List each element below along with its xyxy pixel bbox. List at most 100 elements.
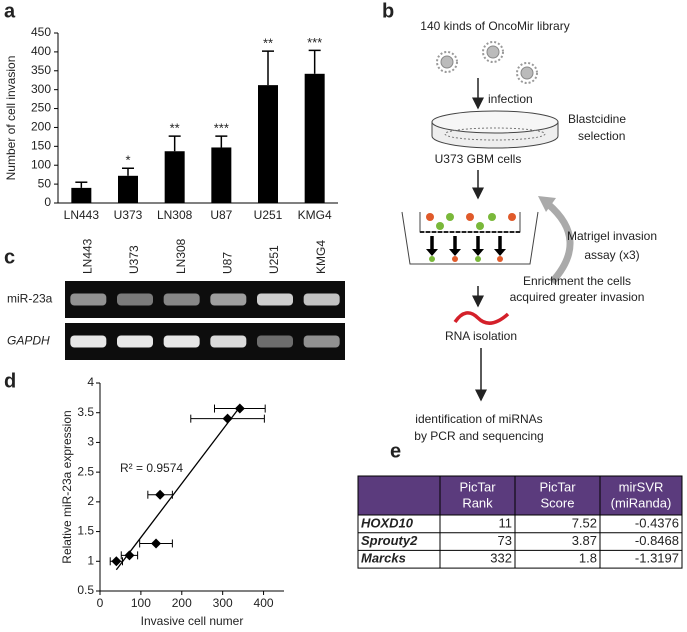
gel-band <box>117 293 153 306</box>
bar <box>211 147 232 203</box>
step-text: RNA isolation <box>445 329 517 343</box>
table-cell: -0.4376 <box>635 515 679 530</box>
x-tick-label: 200 <box>172 596 192 610</box>
dish <box>431 110 559 149</box>
x-tick-label: LN443 <box>64 208 100 222</box>
table-border <box>357 475 683 569</box>
panel-label: b <box>382 0 394 22</box>
row-label: GAPDH <box>7 334 50 348</box>
y-tick-label: 3 <box>87 435 94 449</box>
panel-label: e <box>390 440 401 462</box>
table-header: mirSVR <box>619 479 664 494</box>
lane-label: U251 <box>267 245 281 274</box>
y-tick-label: 0 <box>44 195 51 209</box>
y-axis-label: Relative miR-23a expression <box>60 410 74 563</box>
significance: ** <box>170 121 180 136</box>
bar <box>258 85 278 203</box>
table-cell: 7.52 <box>572 515 597 530</box>
error-bar <box>168 135 181 152</box>
y-tick-label: 3.5 <box>77 405 94 419</box>
significance: * <box>125 153 130 168</box>
table-header: Rank <box>462 495 493 510</box>
gel-band <box>210 293 247 306</box>
step-text: by PCR and sequencing <box>414 429 543 443</box>
table-header-bg <box>358 476 682 515</box>
y-tick-label: 200 <box>31 120 51 134</box>
table-cell: 11 <box>499 515 513 530</box>
step-text: acquired greater invasion <box>510 290 645 304</box>
x-tick-label: U87 <box>210 208 232 222</box>
table-header: Score <box>541 495 575 510</box>
panel-label: a <box>4 0 16 22</box>
x-axis-label: Invasive cell numer <box>141 614 244 628</box>
y-tick-label: 400 <box>31 44 51 58</box>
step-text: Enrichment the cells <box>523 274 631 288</box>
error-bar <box>122 167 134 176</box>
table-row-label: HOXD10 <box>361 515 414 530</box>
significance: ** <box>263 36 273 51</box>
diagram: 140 kinds of OncoMir library infection B… <box>401 19 657 443</box>
panel-label: d <box>4 370 16 392</box>
y-tick-label: 2 <box>87 494 94 508</box>
bar <box>304 73 325 203</box>
table-cell: 1.8 <box>579 551 597 566</box>
x-tick-label: KMG4 <box>298 208 332 222</box>
point <box>222 413 233 424</box>
gel-band <box>303 335 340 348</box>
bar <box>118 175 138 203</box>
significance: *** <box>214 121 229 136</box>
gel-band <box>257 335 293 348</box>
table-header: (miRanda) <box>611 495 672 510</box>
table-header: PicTar <box>539 479 576 494</box>
step-text: assay (x3) <box>584 248 639 262</box>
annotation: R² = 0.9574 <box>120 461 183 475</box>
transwell <box>401 211 539 265</box>
lane-label: U373 <box>127 245 141 274</box>
table-cell: -0.8468 <box>635 533 679 548</box>
bar <box>71 187 92 203</box>
gel-band <box>70 335 107 348</box>
point <box>111 556 122 567</box>
table-row-label: Marcks <box>361 551 406 566</box>
gel-band <box>163 293 200 306</box>
point <box>155 489 166 500</box>
gel-band <box>210 335 247 348</box>
gel-band <box>257 293 293 306</box>
step-text: 140 kinds of OncoMir library <box>420 19 569 33</box>
y-tick-label: 350 <box>31 63 51 77</box>
step-text: identification of miRNAs <box>415 412 542 426</box>
y-axis-label: Number of cell invasion <box>4 56 18 181</box>
bar <box>164 151 185 203</box>
y-tick-label: 300 <box>31 82 51 96</box>
x-tick-label: 300 <box>213 596 233 610</box>
y-tick-label: 450 <box>31 25 51 39</box>
rna-squiggle <box>453 311 510 325</box>
table-header: PicTar <box>459 479 496 494</box>
y-tick-label: 2.5 <box>77 464 94 478</box>
cycle-arrowhead <box>538 196 556 212</box>
table-cell: 73 <box>498 533 512 548</box>
virus-icons <box>436 41 538 84</box>
lane-label: KMG4 <box>314 240 328 274</box>
table-row-label: Sprouty2 <box>361 533 418 548</box>
y-tick-label: 100 <box>31 157 51 171</box>
step-text: Blastcidine <box>568 112 626 126</box>
lane-label: U87 <box>221 252 235 274</box>
lane-label: LN308 <box>174 238 188 274</box>
point <box>124 550 135 561</box>
point <box>234 403 245 414</box>
point <box>151 538 162 549</box>
cycle-arrow <box>545 201 574 285</box>
y-tick-label: 0.5 <box>77 583 94 597</box>
gel-background <box>65 323 345 360</box>
y-tick-label: 1 <box>87 553 94 567</box>
significance: *** <box>307 35 322 50</box>
table-cell: 332 <box>490 551 512 566</box>
table-cell: -1.3197 <box>635 551 679 566</box>
x-tick-label: 400 <box>254 596 274 610</box>
y-tick-label: 50 <box>38 176 52 190</box>
step-text: U373 GBM cells <box>435 152 522 166</box>
error-bar <box>215 135 228 148</box>
table-cell: 3.87 <box>572 533 597 548</box>
